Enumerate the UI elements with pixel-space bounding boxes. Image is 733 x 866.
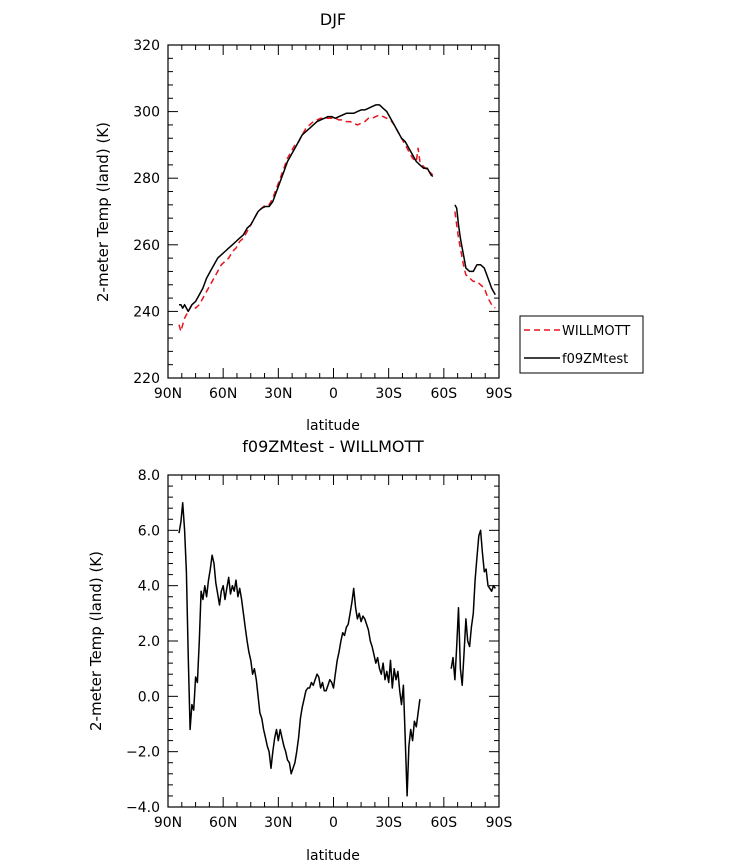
top-chart-x-tick-label: 90N [154, 386, 182, 402]
top-chart-title: DJF [320, 10, 346, 29]
bottom-chart-x-axis-label: latitude [306, 848, 360, 864]
bottom-chart-x-tick-label: 90S [486, 815, 513, 831]
top-chart-y-tick-label: 220 [133, 371, 160, 387]
top-chart-legend: WILLMOTT f09ZMtest [519, 315, 644, 374]
bottom-chart-y-tick-label: 6.0 [138, 523, 160, 539]
bottom-chart-axes: −4.0 −2.0 0.0 2.0 4.0 6.0 8.0 90N 60N 30N 0 30S 60S 9… [126, 468, 512, 831]
bottom-chart-series-layer [178, 501, 496, 797]
bottom-chart-plot-frame [167, 474, 500, 808]
top-chart-y-tick-label: 320 [133, 38, 160, 54]
bottom-chart-x-tick-label: 30S [375, 815, 402, 831]
top-chart-axes: 220 240 260 280 300 320 90N 60N 30N 0 30S 60S 90S [133, 38, 512, 402]
top-chart-x-tick-label: 60S [430, 386, 457, 402]
bottom-chart-x-tick-label: 0 [329, 815, 338, 831]
top-chart-y-tick-label: 280 [133, 171, 160, 187]
top-chart-x-tick-label: 30S [375, 386, 402, 402]
bottom-chart-x-tick-label: 60S [430, 815, 457, 831]
top-chart-willmott-line-segment-1 [178, 114, 434, 333]
bottom-chart-x-tick-label: 90N [154, 815, 182, 831]
top-chart-plot-frame [167, 44, 500, 379]
top-chart-series-layer [178, 104, 496, 333]
bottom-chart-y-tick-label: 4.0 [138, 579, 160, 595]
bottom-chart-y-tick-label: 0.0 [138, 689, 160, 705]
legend-willmott-label: WILLMOTT [562, 324, 630, 339]
bottom-chart-difference-line-segment-2 [450, 529, 496, 687]
bottom-chart-y-tick-label: 2.0 [138, 634, 160, 650]
legend-f09zmtest-label: f09ZMtest [562, 352, 628, 367]
bottom-chart-title: f09ZMtest - WILLMOTT [242, 437, 424, 456]
top-chart-djf: DJF 220 240 260 280 300 320 90N 60N 30N 0 30S 60S 90… [94, 10, 644, 434]
bottom-chart-y-tick-label: 8.0 [138, 468, 160, 484]
top-chart-y-tick-label: 300 [133, 105, 160, 121]
top-chart-y-tick-label: 260 [133, 238, 160, 254]
top-chart-f09zmtest-line-segment-1 [179, 104, 434, 313]
bottom-chart-y-axis-label: 2-meter Temp (land) (K) [87, 551, 105, 731]
bottom-chart-x-tick-label: 60N [209, 815, 237, 831]
top-chart-x-axis-label: latitude [306, 418, 360, 434]
top-chart-x-tick-label: 60N [209, 386, 237, 402]
bottom-chart-y-tick-label: −2.0 [126, 745, 160, 761]
bottom-chart-x-tick-label: 30N [264, 815, 292, 831]
top-chart-x-tick-label: 90S [486, 386, 513, 402]
top-chart-x-tick-label: 30N [264, 386, 292, 402]
top-chart-y-tick-label: 240 [133, 304, 160, 320]
top-chart-x-tick-label: 0 [329, 386, 338, 402]
bottom-chart-difference-line-segment-1 [178, 501, 421, 797]
legend-frame [519, 315, 644, 374]
top-chart-y-axis-label: 2-meter Temp (land) (K) [94, 122, 112, 302]
bottom-chart-y-tick-label: −4.0 [126, 800, 160, 816]
top-chart-f09zmtest-line-segment-2 [454, 204, 496, 296]
bottom-chart-difference: f09ZMtest - WILLMOTT −4.0 −2.0 0.0 2.0 4.0 6.… [87, 437, 512, 864]
top-chart-willmott-line-segment-2 [454, 211, 496, 309]
